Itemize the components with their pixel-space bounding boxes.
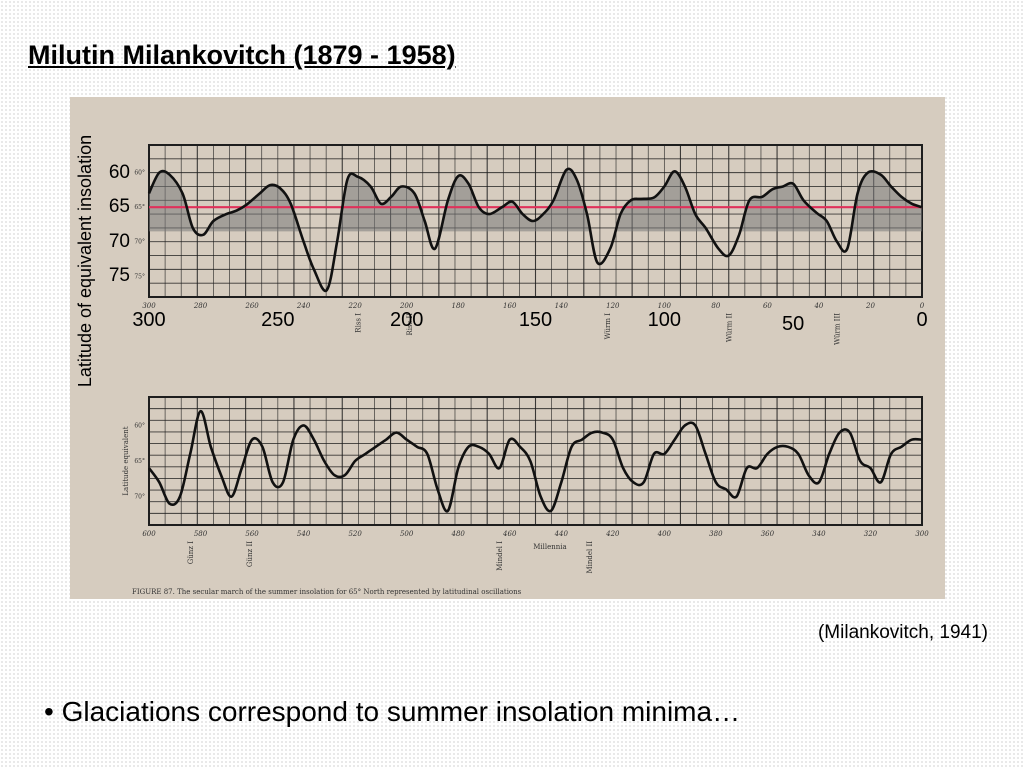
scan-tick-label: 400 [657,530,672,538]
scan-tick-label: 20 [865,302,875,310]
glaciation-label: Riss I [354,313,362,333]
glaciation-label: Günz II [246,541,254,567]
scan-tick-label: 240 [296,302,311,310]
x-tick-label: 250 [261,309,295,331]
insolation-curve [147,167,923,293]
lower-panel: 600 580 560 540 520 500 480 460 440 420 400 380 360 3… [122,396,929,596]
scan-tick-label: 0 [920,302,925,310]
glaciation-label: Würm II [725,313,733,342]
scan-tick-label: 580 [194,530,208,538]
scan-tick-label: 40 [813,302,823,310]
x-tick-label: 100 [647,309,682,331]
y-tick-label: 65 [108,196,130,218]
x-tick-label: 300 [132,309,166,331]
scan-tick-label: 440 [554,530,569,538]
scan-y-title: Latitude equivalent [122,426,130,495]
scan-tick-label: 200 [399,302,414,310]
scan-y-tick: 60° [134,422,145,429]
slide-title: Milutin Milankovitch (1879 - 1958) [28,40,456,70]
scan-tick-label: 300 [142,302,156,310]
x-tick-label: 50 [782,313,805,335]
scan-tick-label: 160 [503,302,517,310]
trough-shading [149,168,922,291]
scan-axis-title: Millennia [533,543,566,551]
scan-y-tick: 75° [134,273,145,280]
scanned-figure: 300 280 260 240 220 200 180 160 140 120 100 80 60 40 2… [70,97,945,599]
scan-tick-label: 60 [763,302,772,310]
scan-tick-label: 420 [605,530,620,538]
scan-tick-label: 460 [502,530,517,538]
x-tick-label: 0 [916,309,928,331]
scan-tick-label: 140 [555,302,569,310]
upper-panel: 300 280 260 240 220 200 180 160 140 120 100 80 60 40 2… [134,144,925,345]
scan-tick-label: 500 [400,530,414,538]
scan-tick-label: 260 [244,302,259,310]
scan-y-tick: 65° [134,204,145,211]
x-tick-label: 200 [389,309,424,331]
glaciation-label: Günz I [187,541,195,565]
insolation-chart-svg: 300 280 260 240 220 200 180 160 140 120 100 80 60 40 2… [122,144,929,596]
scan-y-tick: 65° [134,458,145,465]
y-tick-label: 70 [108,230,130,252]
glaciation-label: Riss II [406,313,414,336]
y-tick-label: 60 [108,161,130,183]
scan-tick-label: 360 [761,530,775,538]
scan-caption: FIGURE 87. The secular march of the summ… [132,588,522,596]
scan-tick-label: 100 [658,302,672,310]
glaciation-label: Würm I [604,313,612,340]
y-axis-label: Latitude of equivalent insolation [75,134,95,388]
glaciation-label: Mindel I [496,541,504,571]
citation: (Milankovitch, 1941) [817,622,988,643]
scan-y-tick: 70° [134,494,145,501]
scan-tick-label: 560 [245,530,259,538]
scan-y-tick: 60° [134,170,145,177]
scan-y-tick: 70° [134,239,145,246]
scan-tick-label: 480 [451,530,466,538]
insolation-curve [147,409,923,513]
scan-tick-label: 320 [864,530,878,538]
scan-tick-label: 80 [711,302,720,310]
scan-tick-label: 380 [709,530,723,538]
scan-tick-label: 540 [297,530,311,538]
scan-tick-label: 300 [915,530,929,538]
scan-tick-label: 600 [142,530,156,538]
glaciation-label: Würm III [834,313,842,345]
scan-tick-label: 280 [193,302,208,310]
scan-tick-label: 340 [812,530,826,538]
glaciation-label: Mindel II [586,541,594,574]
scan-tick-label: 520 [348,530,362,538]
y-tick-label: 75 [108,265,130,287]
scan-tick-label: 220 [347,302,362,310]
bullet-point: • Glaciations correspond to summer insol… [44,696,741,727]
scan-tick-label: 180 [452,302,466,310]
x-tick-label: 150 [518,309,553,331]
scan-tick-label: 120 [606,302,620,310]
